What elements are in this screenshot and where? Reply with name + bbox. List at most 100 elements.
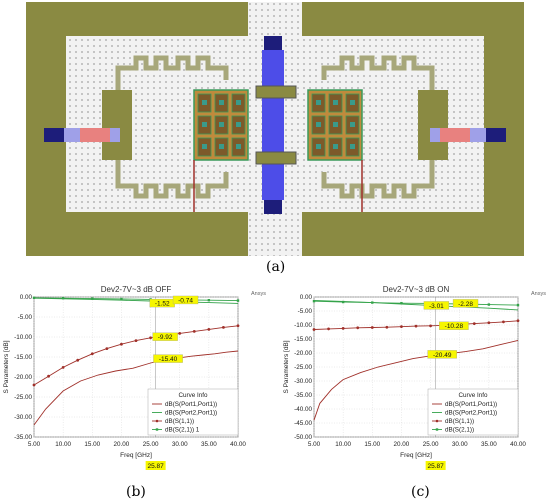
legend-entry: dB(S(2,1)) 1 — [165, 427, 200, 434]
y-tick-label: -5.00 — [298, 308, 313, 315]
x-tick-label: 5.00 — [28, 441, 41, 448]
marker-label: -20.49 — [433, 352, 452, 359]
legend-box — [427, 388, 519, 436]
y-tick-label: -20.00 — [294, 350, 312, 357]
caption-a: (a) — [266, 259, 286, 275]
series-point — [487, 303, 491, 306]
y-tick-label: -15.00 — [14, 354, 32, 361]
x-tick-label: 30.00 — [172, 441, 188, 448]
circuit-layout-figure — [26, 2, 524, 256]
series-point — [516, 319, 520, 323]
marker-label-box — [172, 295, 199, 305]
legend-marker — [155, 428, 159, 431]
series-point — [47, 374, 50, 378]
legend-entry: dB(S(Port1,Port1)) — [445, 401, 497, 408]
brand-label: Ansys — [251, 291, 266, 297]
marker-label-box — [439, 321, 469, 330]
legend-title: Curve Info — [178, 392, 208, 399]
series-point — [429, 324, 432, 328]
x-tick-label: 20.00 — [394, 441, 410, 448]
series-point — [120, 342, 123, 346]
y-tick-label: 0.00 — [20, 294, 33, 301]
y-tick-label: -20.00 — [14, 374, 32, 381]
y-tick-label: -30.00 — [294, 378, 312, 385]
legend-entry: dB(S(1,1)) — [165, 418, 194, 425]
marker-label: -1.52 — [155, 300, 170, 307]
right-pad — [418, 90, 448, 160]
series-point — [487, 321, 491, 325]
series-line — [313, 300, 519, 306]
array-cell-via — [316, 122, 321, 127]
series-point — [61, 366, 65, 369]
marker-label: -15.40 — [159, 356, 178, 363]
series-point — [90, 352, 94, 356]
port-right — [486, 128, 506, 142]
x-tick-label: 15.00 — [84, 441, 100, 448]
marker-label-box — [423, 301, 450, 310]
left-pad — [102, 90, 132, 160]
y-tick-label: 0.00 — [300, 294, 313, 301]
marker-label: -9.92 — [158, 334, 173, 341]
x-tick-label: 25.00 — [143, 441, 159, 448]
series-point — [207, 299, 211, 302]
y-tick-label: -10.00 — [294, 322, 312, 329]
caption-b: (b) — [126, 484, 146, 500]
x-tick-label: 10.00 — [55, 441, 71, 448]
y-tick-label: -25.00 — [14, 394, 32, 401]
series-point — [91, 297, 94, 300]
y-tick-label: -40.00 — [294, 406, 312, 413]
x-marker-box — [145, 461, 166, 470]
marker-label-box — [153, 354, 183, 363]
array-cell-via — [219, 100, 224, 105]
series-point — [134, 339, 138, 342]
array-cell-via — [219, 122, 224, 127]
y-tick-label: -10.00 — [14, 334, 32, 341]
chart-svg: Dev2-7V~3 dB OFF Ansys 5.00 10.00 15.00 20.00… — [3, 285, 266, 470]
y-axis-label: S Parameters [dB] — [283, 340, 290, 393]
x-tick-label: 15.00 — [364, 441, 380, 448]
bridge-top — [255, 85, 297, 99]
y-tick-label: -15.00 — [294, 336, 312, 343]
center-line — [262, 50, 284, 200]
y-tick-label: -35.00 — [14, 434, 32, 441]
x-marker-label: 25.87 — [428, 463, 445, 470]
x-tick-label: 25.00 — [423, 441, 439, 448]
bridge-bottom — [255, 151, 297, 165]
x-axis-label: Freq [GHz] — [400, 452, 432, 459]
series-point — [385, 325, 389, 329]
series-point — [502, 320, 505, 324]
x-tick-label: 40.00 — [510, 441, 526, 448]
x-tick-label: 20.00 — [114, 441, 130, 448]
array-cell-via — [202, 144, 207, 149]
legend-marker — [435, 428, 439, 431]
y-tick-label: -35.00 — [294, 392, 312, 399]
array-cell-via — [350, 122, 355, 127]
series-point — [32, 296, 36, 299]
array-cell-via — [350, 144, 355, 149]
series-line — [33, 297, 239, 302]
legend-entry: dB(S(Port2,Port1)) — [445, 410, 497, 417]
marker-label: -10.28 — [445, 323, 464, 330]
array-cell-via — [333, 144, 338, 149]
legend-entry: dB(S(2,1)) — [445, 427, 474, 434]
x-tick-label: 35.00 — [201, 441, 217, 448]
series-point — [178, 332, 182, 335]
y-tick-label: -30.00 — [14, 414, 32, 421]
legend-entry: dB(S(Port1,Port1)) — [165, 401, 217, 408]
legend-marker — [435, 419, 439, 423]
series-point — [516, 303, 520, 307]
chart-off-state: Dev2-7V~3 dB OFF Ansys 5.00 10.00 15.00 20.00… — [0, 281, 270, 477]
series-line — [33, 297, 239, 304]
series-point — [327, 327, 330, 331]
port-left — [44, 128, 64, 142]
chart-title: Dev2-7V~3 dB OFF — [101, 285, 172, 294]
array-cell-via — [333, 122, 338, 127]
marker-label-box — [452, 299, 479, 308]
series-point — [32, 383, 36, 387]
series-point — [120, 297, 123, 301]
array-cell-via — [316, 144, 321, 149]
legend-marker — [155, 419, 159, 423]
array-cell-via — [219, 144, 224, 149]
series-point — [149, 336, 152, 340]
series-point — [400, 325, 403, 329]
